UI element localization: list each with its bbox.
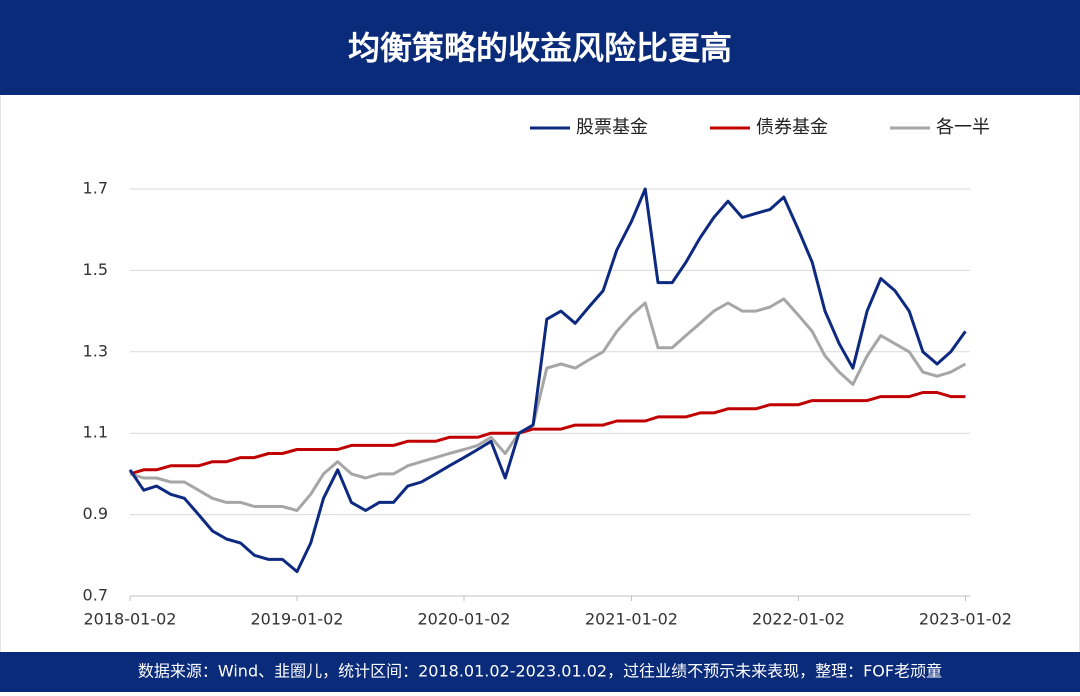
y-tick-label: 1.7: [83, 179, 108, 198]
series-line: [129, 297, 967, 512]
y-tick-label: 1.1: [83, 423, 108, 442]
chart-title: 均衡策略的收益风险比更高: [348, 29, 732, 67]
series-line: [128, 187, 967, 574]
x-tick-label: 2022-01-02: [752, 610, 845, 629]
y-tick-label: 1.5: [83, 260, 108, 279]
legend-label: 各一半: [936, 117, 990, 138]
header-band: [0, 0, 1080, 95]
footer-band: [0, 652, 1080, 692]
x-tick-label: 2021-01-02: [585, 610, 678, 629]
x-tick-label: 2023-01-02: [919, 610, 1012, 629]
x-tick-label: 2020-01-02: [417, 610, 510, 629]
legend-label: 债券基金: [756, 117, 828, 138]
y-tick-label: 0.9: [83, 504, 108, 523]
x-tick-label: 2019-01-02: [251, 610, 344, 629]
legend-label: 股票基金: [576, 117, 648, 138]
x-tick-label: 2018-01-02: [84, 610, 177, 629]
series-line: [129, 391, 966, 476]
y-tick-label: 0.7: [83, 586, 108, 605]
source-note: 数据来源：Wind、韭圈儿，统计区间：2018.01.02-2023.01.02…: [138, 662, 942, 681]
y-tick-label: 1.3: [83, 341, 108, 360]
